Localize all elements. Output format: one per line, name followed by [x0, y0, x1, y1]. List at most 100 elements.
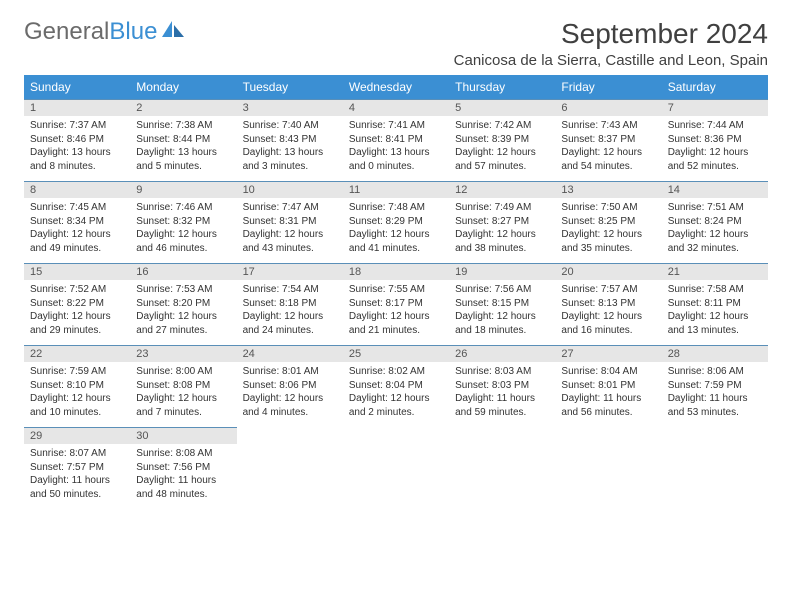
- day-details: Sunrise: 7:47 AMSunset: 8:31 PMDaylight:…: [237, 198, 343, 263]
- calendar-cell: 6Sunrise: 7:43 AMSunset: 8:37 PMDaylight…: [555, 100, 661, 182]
- day-details: Sunrise: 7:38 AMSunset: 8:44 PMDaylight:…: [130, 116, 236, 181]
- calendar-cell: 4Sunrise: 7:41 AMSunset: 8:41 PMDaylight…: [343, 100, 449, 182]
- day-details: Sunrise: 7:49 AMSunset: 8:27 PMDaylight:…: [449, 198, 555, 263]
- calendar-cell: 19Sunrise: 7:56 AMSunset: 8:15 PMDayligh…: [449, 264, 555, 346]
- weekday-header: Monday: [130, 75, 236, 100]
- calendar-cell: 29Sunrise: 8:07 AMSunset: 7:57 PMDayligh…: [24, 428, 130, 510]
- calendar-body: 1Sunrise: 7:37 AMSunset: 8:46 PMDaylight…: [24, 100, 768, 510]
- day-details: Sunrise: 7:51 AMSunset: 8:24 PMDaylight:…: [662, 198, 768, 263]
- calendar-table: SundayMondayTuesdayWednesdayThursdayFrid…: [24, 75, 768, 509]
- title-block: September 2024 Canicosa de la Sierra, Ca…: [454, 18, 768, 69]
- day-number: 9: [130, 182, 236, 198]
- day-details: Sunrise: 7:42 AMSunset: 8:39 PMDaylight:…: [449, 116, 555, 181]
- day-number: 18: [343, 264, 449, 280]
- day-number: 19: [449, 264, 555, 280]
- day-details: Sunrise: 7:40 AMSunset: 8:43 PMDaylight:…: [237, 116, 343, 181]
- calendar-row: 15Sunrise: 7:52 AMSunset: 8:22 PMDayligh…: [24, 264, 768, 346]
- calendar-cell: 30Sunrise: 8:08 AMSunset: 7:56 PMDayligh…: [130, 428, 236, 510]
- day-details: Sunrise: 7:57 AMSunset: 8:13 PMDaylight:…: [555, 280, 661, 345]
- calendar-cell: 18Sunrise: 7:55 AMSunset: 8:17 PMDayligh…: [343, 264, 449, 346]
- day-number: 20: [555, 264, 661, 280]
- calendar-cell: 1Sunrise: 7:37 AMSunset: 8:46 PMDaylight…: [24, 100, 130, 182]
- brand-logo: GeneralBlue: [24, 18, 186, 46]
- day-details: Sunrise: 8:02 AMSunset: 8:04 PMDaylight:…: [343, 362, 449, 427]
- day-number: 12: [449, 182, 555, 198]
- calendar-cell: 12Sunrise: 7:49 AMSunset: 8:27 PMDayligh…: [449, 182, 555, 264]
- header: GeneralBlue September 2024 Canicosa de l…: [24, 18, 768, 69]
- day-number: 24: [237, 346, 343, 362]
- day-number: 22: [24, 346, 130, 362]
- day-number: 21: [662, 264, 768, 280]
- day-details: Sunrise: 8:07 AMSunset: 7:57 PMDaylight:…: [24, 444, 130, 509]
- calendar-cell-empty: [449, 428, 555, 510]
- day-details: Sunrise: 8:00 AMSunset: 8:08 PMDaylight:…: [130, 362, 236, 427]
- day-number: 25: [343, 346, 449, 362]
- logo-sail-icon: [157, 18, 186, 46]
- day-number: 29: [24, 428, 130, 444]
- calendar-row: 29Sunrise: 8:07 AMSunset: 7:57 PMDayligh…: [24, 428, 768, 510]
- calendar-row: 22Sunrise: 7:59 AMSunset: 8:10 PMDayligh…: [24, 346, 768, 428]
- day-details: Sunrise: 7:45 AMSunset: 8:34 PMDaylight:…: [24, 198, 130, 263]
- day-number: 30: [130, 428, 236, 444]
- day-number: 10: [237, 182, 343, 198]
- day-number: 13: [555, 182, 661, 198]
- calendar-cell: 21Sunrise: 7:58 AMSunset: 8:11 PMDayligh…: [662, 264, 768, 346]
- calendar-cell: 24Sunrise: 8:01 AMSunset: 8:06 PMDayligh…: [237, 346, 343, 428]
- day-number: 15: [24, 264, 130, 280]
- day-details: Sunrise: 7:41 AMSunset: 8:41 PMDaylight:…: [343, 116, 449, 181]
- calendar-cell: 25Sunrise: 8:02 AMSunset: 8:04 PMDayligh…: [343, 346, 449, 428]
- day-number: 14: [662, 182, 768, 198]
- calendar-cell: 13Sunrise: 7:50 AMSunset: 8:25 PMDayligh…: [555, 182, 661, 264]
- calendar-cell: 3Sunrise: 7:40 AMSunset: 8:43 PMDaylight…: [237, 100, 343, 182]
- calendar-cell: 16Sunrise: 7:53 AMSunset: 8:20 PMDayligh…: [130, 264, 236, 346]
- calendar-cell: 26Sunrise: 8:03 AMSunset: 8:03 PMDayligh…: [449, 346, 555, 428]
- calendar-cell: 15Sunrise: 7:52 AMSunset: 8:22 PMDayligh…: [24, 264, 130, 346]
- weekday-header: Friday: [555, 75, 661, 100]
- calendar-cell: 11Sunrise: 7:48 AMSunset: 8:29 PMDayligh…: [343, 182, 449, 264]
- weekday-header: Wednesday: [343, 75, 449, 100]
- day-number: 7: [662, 100, 768, 116]
- day-number: 6: [555, 100, 661, 116]
- day-details: Sunrise: 7:50 AMSunset: 8:25 PMDaylight:…: [555, 198, 661, 263]
- day-details: Sunrise: 8:01 AMSunset: 8:06 PMDaylight:…: [237, 362, 343, 427]
- day-number: 26: [449, 346, 555, 362]
- calendar-cell: 23Sunrise: 8:00 AMSunset: 8:08 PMDayligh…: [130, 346, 236, 428]
- day-details: Sunrise: 8:06 AMSunset: 7:59 PMDaylight:…: [662, 362, 768, 427]
- day-details: Sunrise: 8:03 AMSunset: 8:03 PMDaylight:…: [449, 362, 555, 427]
- calendar-cell-empty: [555, 428, 661, 510]
- day-details: Sunrise: 8:08 AMSunset: 7:56 PMDaylight:…: [130, 444, 236, 509]
- day-details: Sunrise: 7:59 AMSunset: 8:10 PMDaylight:…: [24, 362, 130, 427]
- calendar-cell: 7Sunrise: 7:44 AMSunset: 8:36 PMDaylight…: [662, 100, 768, 182]
- calendar-cell: 28Sunrise: 8:06 AMSunset: 7:59 PMDayligh…: [662, 346, 768, 428]
- day-details: Sunrise: 7:43 AMSunset: 8:37 PMDaylight:…: [555, 116, 661, 181]
- calendar-cell: 5Sunrise: 7:42 AMSunset: 8:39 PMDaylight…: [449, 100, 555, 182]
- brand-part1: General: [24, 18, 109, 46]
- day-number: 5: [449, 100, 555, 116]
- calendar-cell: 8Sunrise: 7:45 AMSunset: 8:34 PMDaylight…: [24, 182, 130, 264]
- day-number: 17: [237, 264, 343, 280]
- day-number: 3: [237, 100, 343, 116]
- weekday-header: Thursday: [449, 75, 555, 100]
- day-number: 16: [130, 264, 236, 280]
- day-details: Sunrise: 8:04 AMSunset: 8:01 PMDaylight:…: [555, 362, 661, 427]
- month-title: September 2024: [454, 18, 768, 50]
- day-details: Sunrise: 7:48 AMSunset: 8:29 PMDaylight:…: [343, 198, 449, 263]
- day-details: Sunrise: 7:55 AMSunset: 8:17 PMDaylight:…: [343, 280, 449, 345]
- day-number: 2: [130, 100, 236, 116]
- calendar-cell: 20Sunrise: 7:57 AMSunset: 8:13 PMDayligh…: [555, 264, 661, 346]
- weekday-header: Saturday: [662, 75, 768, 100]
- day-details: Sunrise: 7:54 AMSunset: 8:18 PMDaylight:…: [237, 280, 343, 345]
- day-number: 11: [343, 182, 449, 198]
- day-details: Sunrise: 7:52 AMSunset: 8:22 PMDaylight:…: [24, 280, 130, 345]
- day-details: Sunrise: 7:58 AMSunset: 8:11 PMDaylight:…: [662, 280, 768, 345]
- calendar-cell: 14Sunrise: 7:51 AMSunset: 8:24 PMDayligh…: [662, 182, 768, 264]
- day-number: 28: [662, 346, 768, 362]
- day-details: Sunrise: 7:37 AMSunset: 8:46 PMDaylight:…: [24, 116, 130, 181]
- day-details: Sunrise: 7:46 AMSunset: 8:32 PMDaylight:…: [130, 198, 236, 263]
- day-number: 8: [24, 182, 130, 198]
- weekday-header-row: SundayMondayTuesdayWednesdayThursdayFrid…: [24, 75, 768, 100]
- location-text: Canicosa de la Sierra, Castille and Leon…: [454, 52, 768, 69]
- day-number: 23: [130, 346, 236, 362]
- calendar-row: 8Sunrise: 7:45 AMSunset: 8:34 PMDaylight…: [24, 182, 768, 264]
- calendar-cell: 9Sunrise: 7:46 AMSunset: 8:32 PMDaylight…: [130, 182, 236, 264]
